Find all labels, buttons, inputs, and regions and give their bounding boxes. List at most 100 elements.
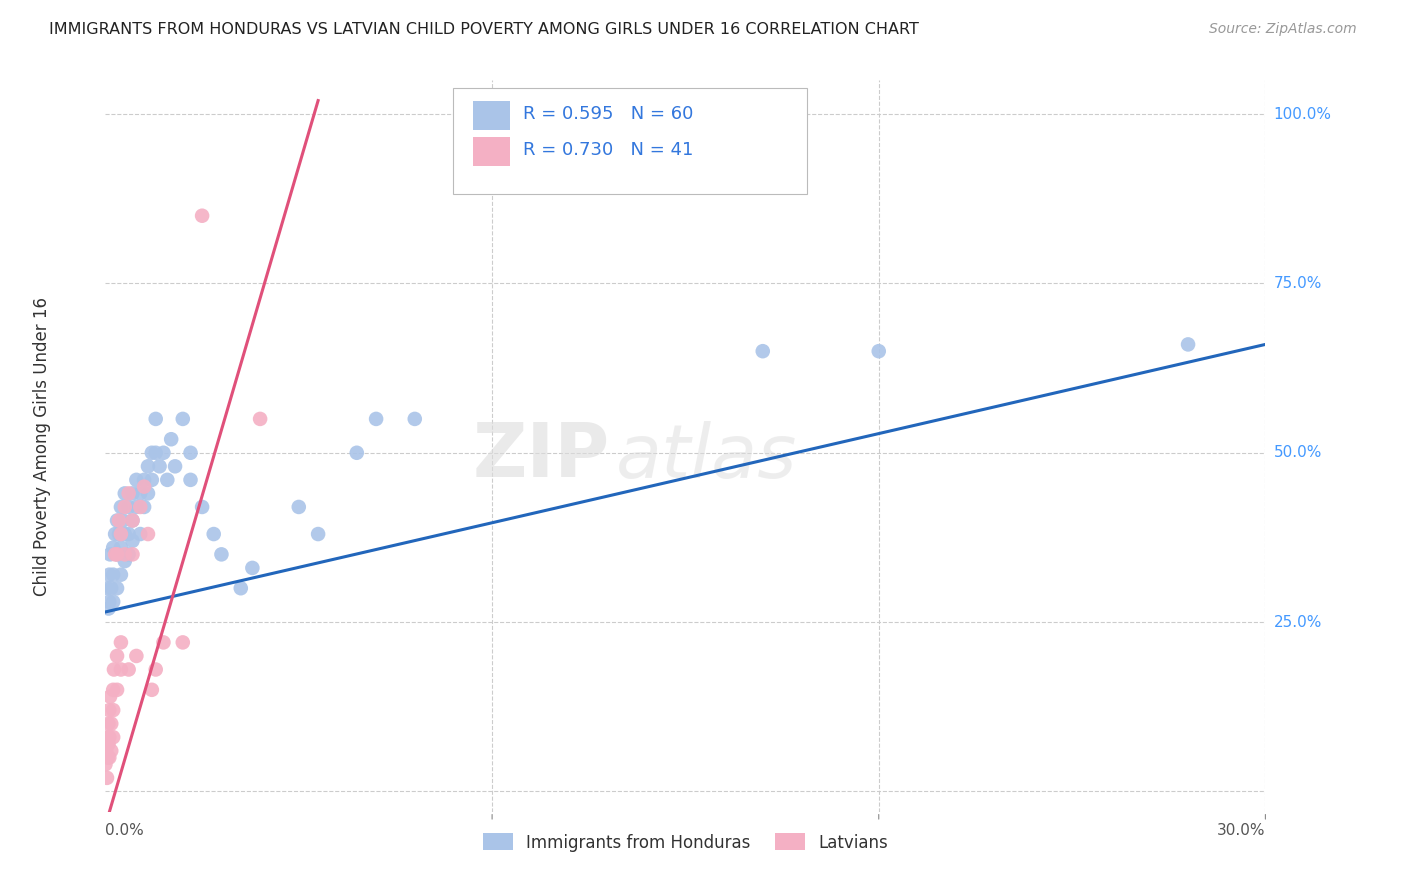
Text: 75.0%: 75.0% [1274,276,1322,291]
Point [114,554,136,568]
Point [105,581,128,595]
Point [121,533,143,548]
FancyBboxPatch shape [474,101,510,130]
Point [114,486,136,500]
Text: Source: ZipAtlas.com: Source: ZipAtlas.com [1209,22,1357,37]
Point [752,344,775,359]
Point [145,412,167,426]
Point [118,527,141,541]
Point [105,547,128,561]
Point [103,682,124,697]
Point [110,663,132,677]
Point [103,567,124,582]
Point [152,446,174,460]
Point [97,601,120,615]
Text: R = 0.595   N = 60: R = 0.595 N = 60 [523,105,693,123]
Point [145,663,167,677]
Point [121,514,143,528]
Point [114,547,136,561]
Point [121,547,143,561]
Text: 0.0%: 0.0% [105,822,145,838]
Point [96,581,118,595]
Point [110,500,132,514]
Point [98,547,121,561]
Point [103,663,125,677]
Text: atlas: atlas [616,421,797,493]
Point [121,486,143,500]
Point [132,500,156,514]
Point [108,514,131,528]
Point [105,682,128,697]
Point [114,500,136,514]
Point [249,412,271,426]
Point [103,730,124,744]
Text: Child Poverty Among Girls Under 16: Child Poverty Among Girls Under 16 [32,296,51,596]
Point [110,635,132,649]
Point [98,595,121,609]
Text: ZIP: ZIP [472,420,610,493]
Point [96,744,118,758]
Point [404,412,426,426]
Point [152,635,174,649]
Text: 50.0%: 50.0% [1274,445,1322,460]
Point [172,635,194,649]
Point [346,446,368,460]
Point [105,648,128,663]
Point [129,486,152,500]
Point [96,771,118,785]
Point [98,750,121,764]
Point [105,547,128,561]
Point [114,527,136,541]
Point [118,500,141,514]
Point [180,473,202,487]
Point [97,737,120,751]
Point [288,500,311,514]
Point [145,446,167,460]
Point [366,412,388,426]
Point [96,730,118,744]
Point [129,527,152,541]
Point [156,473,179,487]
Point [100,716,122,731]
Point [103,703,124,717]
Point [129,500,152,514]
Point [1177,337,1199,351]
Point [110,567,132,582]
Point [868,344,890,359]
Point [202,527,225,541]
Point [103,595,124,609]
Point [136,459,159,474]
Point [149,459,172,474]
Text: 100.0%: 100.0% [1274,107,1331,121]
Text: IMMIGRANTS FROM HONDURAS VS LATVIAN CHILD POVERTY AMONG GIRLS UNDER 16 CORRELATI: IMMIGRANTS FROM HONDURAS VS LATVIAN CHIL… [49,22,920,37]
Point [98,690,121,704]
Legend: Immigrants from Honduras, Latvians: Immigrants from Honduras, Latvians [475,827,896,858]
Point [242,561,264,575]
Point [172,412,194,426]
Point [160,432,183,446]
Point [97,716,120,731]
Point [136,486,159,500]
Point [211,547,233,561]
Text: 25.0%: 25.0% [1274,615,1322,630]
FancyBboxPatch shape [474,136,510,166]
Point [118,486,141,500]
Point [103,541,124,555]
Point [111,514,134,528]
Point [100,581,122,595]
Point [98,730,121,744]
Point [110,541,132,555]
Point [104,527,127,541]
Text: R = 0.730   N = 41: R = 0.730 N = 41 [523,141,693,159]
Point [104,547,127,561]
Point [165,459,187,474]
FancyBboxPatch shape [453,87,807,194]
Point [125,473,148,487]
Point [108,527,131,541]
Point [118,663,141,677]
Point [100,744,122,758]
Point [141,682,163,697]
Point [132,473,156,487]
Point [118,547,141,561]
Point [105,514,128,528]
